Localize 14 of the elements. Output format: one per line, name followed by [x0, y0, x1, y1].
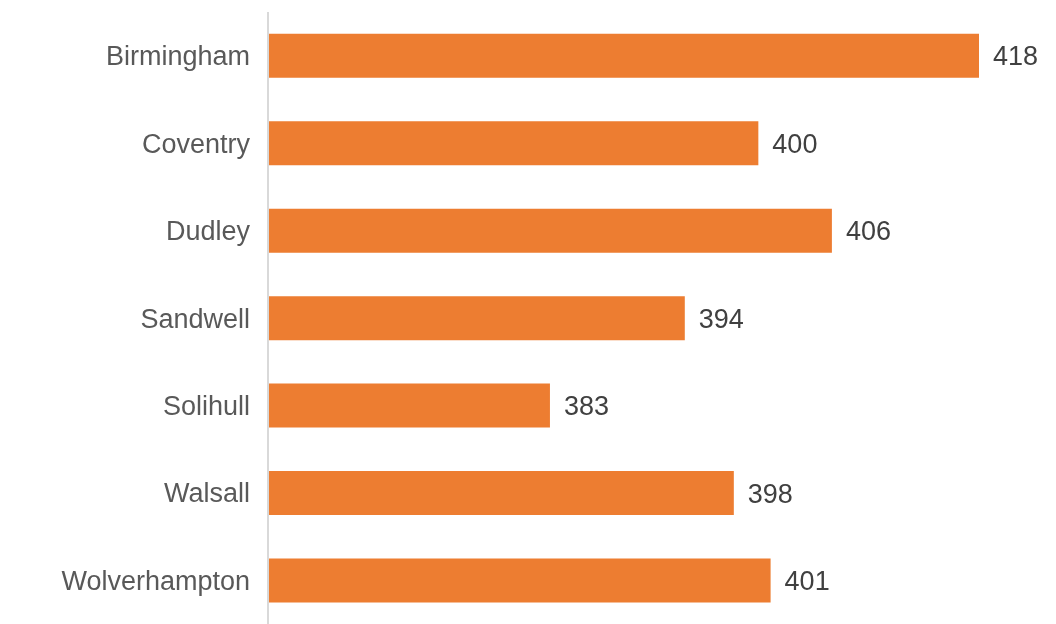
y-tick-label: Solihull — [162, 391, 250, 422]
y-tick-label: Sandwell — [140, 303, 250, 334]
data-label: 398 — [747, 478, 793, 509]
data-label: 383 — [563, 391, 610, 422]
y-tick-label: Coventry — [141, 128, 251, 159]
data-label: 401 — [784, 566, 830, 597]
y-tick-label: Birmingham — [105, 41, 250, 72]
y-tick-label: Walsall — [163, 478, 250, 509]
data-label: 394 — [698, 303, 744, 334]
y-tick-label: Dudley — [165, 216, 251, 247]
data-label: 418 — [993, 41, 1039, 72]
data-label: 400 — [772, 128, 818, 159]
data-label: 406 — [845, 216, 891, 247]
y-tick-label: Wolverhampton — [61, 565, 250, 596]
